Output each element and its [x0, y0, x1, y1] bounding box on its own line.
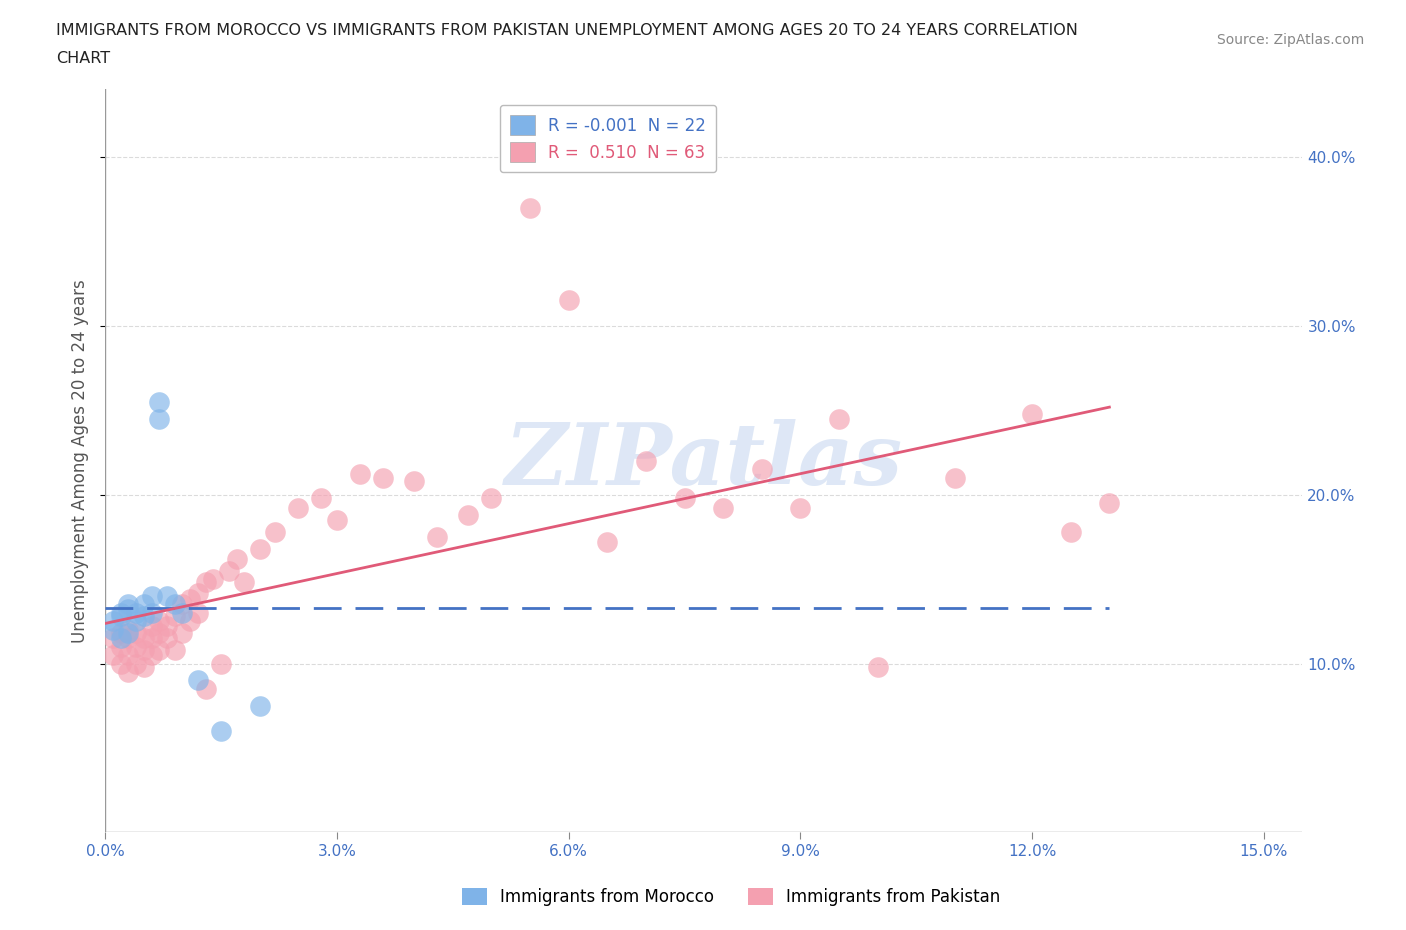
Point — [249, 541, 271, 556]
Point — [125, 656, 148, 671]
Point — [218, 564, 240, 578]
Point — [1060, 525, 1083, 539]
Point — [1021, 406, 1043, 421]
Point — [125, 626, 148, 641]
Point — [457, 508, 479, 523]
Point — [141, 605, 163, 620]
Point — [866, 659, 889, 674]
Point — [117, 602, 139, 617]
Point — [179, 614, 201, 629]
Point — [117, 597, 139, 612]
Point — [373, 471, 395, 485]
Point — [481, 491, 503, 506]
Point — [148, 626, 170, 641]
Point — [711, 500, 734, 515]
Point — [125, 614, 148, 629]
Point — [163, 597, 186, 612]
Point — [634, 454, 657, 469]
Point — [148, 411, 170, 426]
Point — [249, 698, 271, 713]
Point — [148, 614, 170, 629]
Point — [287, 500, 309, 515]
Text: IMMIGRANTS FROM MOROCCO VS IMMIGRANTS FROM PAKISTAN UNEMPLOYMENT AMONG AGES 20 T: IMMIGRANTS FROM MOROCCO VS IMMIGRANTS FR… — [56, 23, 1078, 38]
Point — [172, 626, 194, 641]
Point — [596, 535, 619, 550]
Point — [117, 626, 139, 641]
Point — [202, 572, 225, 587]
Point — [194, 682, 217, 697]
Legend: Immigrants from Morocco, Immigrants from Pakistan: Immigrants from Morocco, Immigrants from… — [456, 881, 1007, 912]
Point — [110, 639, 132, 654]
Point — [673, 491, 696, 506]
Point — [141, 631, 163, 645]
Point — [194, 575, 217, 590]
Point — [519, 200, 541, 215]
Point — [141, 619, 163, 634]
Point — [209, 724, 232, 738]
Point — [117, 665, 139, 680]
Point — [101, 647, 124, 662]
Point — [172, 597, 194, 612]
Point — [179, 591, 201, 606]
Text: CHART: CHART — [56, 51, 110, 66]
Point — [132, 643, 155, 658]
Point — [101, 614, 124, 629]
Point — [148, 394, 170, 409]
Legend: R = -0.001  N = 22, R =  0.510  N = 63: R = -0.001 N = 22, R = 0.510 N = 63 — [501, 105, 716, 172]
Point — [101, 631, 124, 645]
Point — [187, 673, 209, 688]
Text: ZIPatlas: ZIPatlas — [505, 419, 903, 502]
Point — [110, 656, 132, 671]
Point — [125, 605, 148, 620]
Point — [557, 293, 579, 308]
Point — [751, 462, 773, 477]
Point — [326, 512, 349, 527]
Point — [110, 631, 132, 645]
Point — [1098, 496, 1121, 511]
Point — [148, 643, 170, 658]
Point — [187, 605, 209, 620]
Point — [110, 609, 132, 624]
Point — [117, 647, 139, 662]
Point — [311, 491, 333, 506]
Point — [943, 471, 966, 485]
Point — [110, 626, 132, 641]
Point — [156, 631, 179, 645]
Point — [132, 597, 155, 612]
Point — [141, 589, 163, 604]
Point — [187, 585, 209, 600]
Point — [828, 411, 851, 426]
Point — [172, 605, 194, 620]
Point — [132, 659, 155, 674]
Point — [117, 631, 139, 645]
Text: Source: ZipAtlas.com: Source: ZipAtlas.com — [1216, 33, 1364, 46]
Point — [233, 575, 256, 590]
Point — [125, 639, 148, 654]
Point — [163, 643, 186, 658]
Point — [110, 605, 132, 620]
Point — [789, 500, 811, 515]
Point — [264, 525, 287, 539]
Point — [404, 473, 426, 488]
Point — [225, 551, 247, 566]
Point — [156, 619, 179, 634]
Point — [132, 631, 155, 645]
Y-axis label: Unemployment Among Ages 20 to 24 years: Unemployment Among Ages 20 to 24 years — [72, 279, 89, 643]
Point — [349, 467, 371, 482]
Point — [426, 529, 449, 544]
Point — [101, 622, 124, 637]
Point — [141, 647, 163, 662]
Point — [163, 609, 186, 624]
Point — [209, 656, 232, 671]
Point — [117, 622, 139, 637]
Point — [132, 609, 155, 624]
Point — [156, 589, 179, 604]
